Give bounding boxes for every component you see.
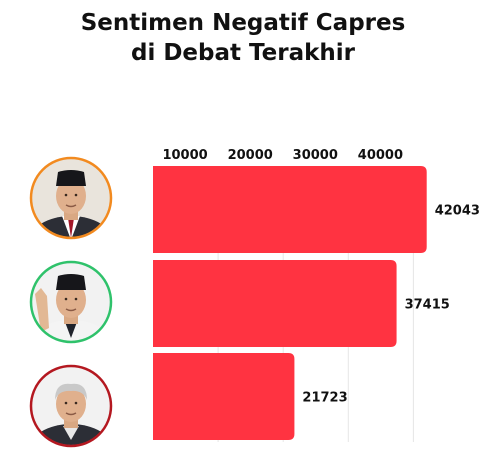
data-label-3: 21723 (302, 391, 347, 406)
data-label-1: 42043 (435, 204, 480, 219)
chart-title-line-2: di Debat Terakhir (130, 40, 356, 66)
bar-1 (153, 166, 427, 253)
x-tick-label-3: 30000 (293, 148, 338, 163)
portrait-1 (29, 156, 113, 240)
x-tick-label-1: 10000 (162, 148, 207, 163)
data-labels: 42043 37415 21723 (302, 204, 480, 406)
x-tick-label-4: 40000 (358, 148, 403, 163)
x-tick-label-2: 20000 (228, 148, 273, 163)
bars (153, 166, 427, 440)
bar-3 (153, 353, 295, 440)
portrait-3 (29, 364, 113, 448)
portrait-2 (29, 260, 113, 344)
bar-2 (153, 260, 397, 347)
candidate-avatars (29, 156, 113, 448)
data-label-2: 37415 (405, 298, 450, 313)
chart-title-line-1: Sentimen Negatif Capres (80, 10, 406, 36)
chart-title: Sentimen Negatif Capres di Debat Terakhi… (0, 8, 486, 68)
x-axis-ticks: 10000 20000 30000 40000 (162, 148, 403, 163)
